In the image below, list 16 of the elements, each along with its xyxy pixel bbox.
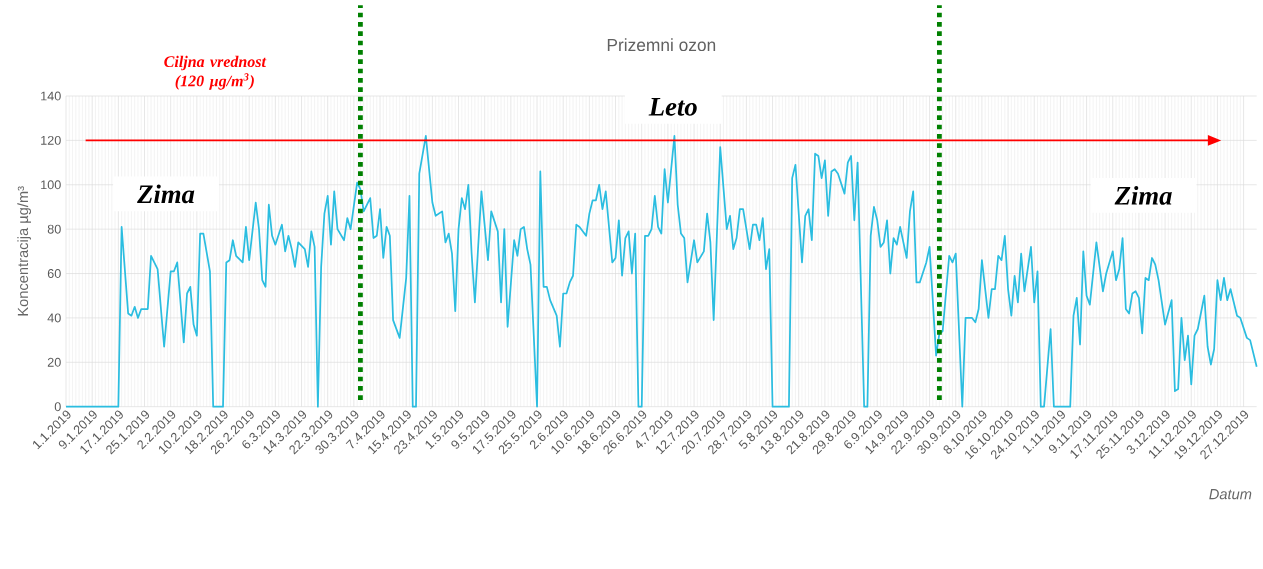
annotation: Leto [648, 98, 697, 116]
y-tick-label: 0 [54, 402, 61, 412]
text: Ciljna vrednost (120 µg/m$^{3}$) [164, 55, 267, 90]
line-series [65, 135, 1258, 408]
y-tick-label: 40 [47, 313, 61, 323]
annotation: Zima [1114, 186, 1172, 205]
y-tick-label: 60 [47, 269, 61, 279]
y-axis-title: Koncentracija µg/m³ [17, 186, 31, 316]
y-tick-label: 140 [41, 91, 61, 101]
y-tick-label: 20 [47, 357, 61, 367]
x-axis-title: Datum [1209, 489, 1252, 500]
y-tick-label: 100 [41, 180, 61, 190]
chart-title: Prizemni ozon [607, 38, 716, 52]
y-tick-label: 120 [41, 135, 61, 145]
annotation: Zima [137, 184, 195, 204]
y-tick-label: 80 [47, 224, 61, 234]
